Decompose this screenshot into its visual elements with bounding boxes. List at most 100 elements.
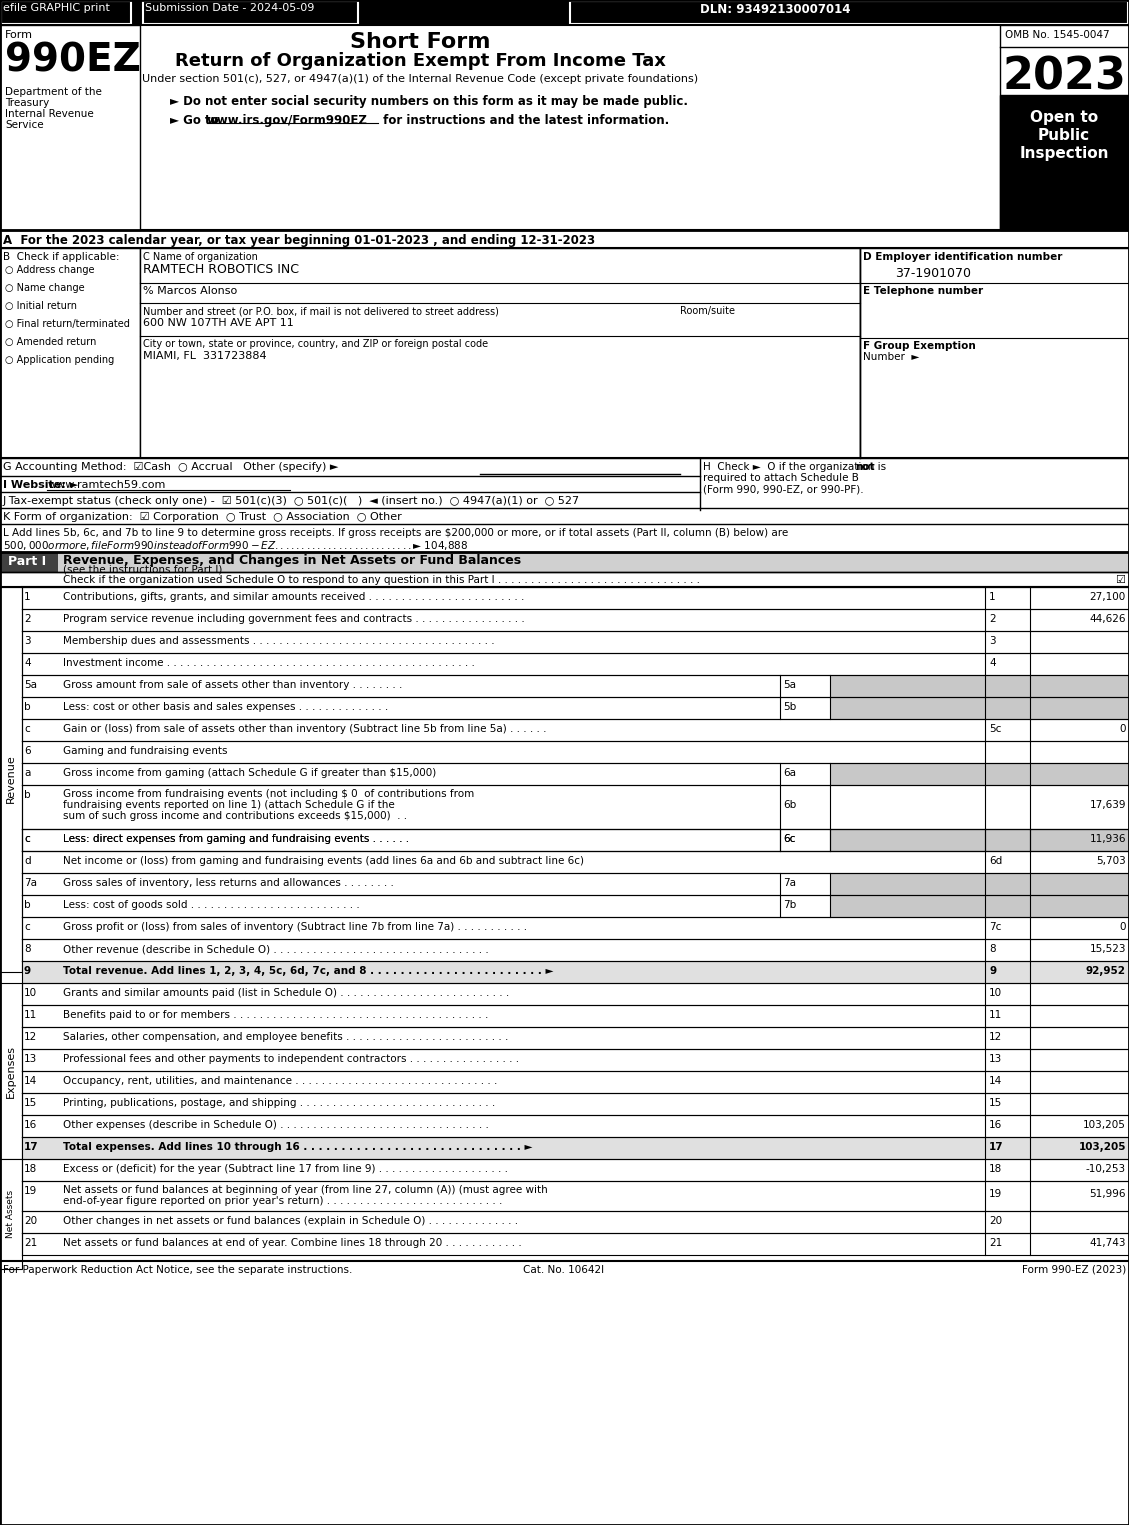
- Bar: [0, 587, 21, 971]
- Bar: [0, 1159, 21, 1269]
- Bar: [0, 984, 21, 1159]
- Text: ► Go to: ► Go to: [170, 114, 222, 127]
- Bar: [984, 762, 1129, 785]
- Text: 1: 1: [24, 592, 30, 602]
- Text: 7c: 7c: [989, 923, 1001, 932]
- Text: Room/suite: Room/suite: [680, 307, 735, 316]
- Text: Grants and similar amounts paid (list in Schedule O) . . . . . . . . . . . . . .: Grants and similar amounts paid (list in…: [63, 988, 509, 997]
- Text: (see the instructions for Part I): (see the instructions for Part I): [63, 564, 222, 575]
- Bar: [0, 24, 140, 230]
- Text: Service: Service: [5, 120, 44, 130]
- Text: Return of Organization Exempt From Income Tax: Return of Organization Exempt From Incom…: [175, 52, 665, 70]
- Text: 7b: 7b: [784, 900, 796, 910]
- Text: 17: 17: [989, 1142, 1004, 1151]
- Text: ○ Application pending: ○ Application pending: [5, 355, 114, 364]
- Text: b: b: [24, 702, 30, 712]
- Bar: [0, 249, 140, 458]
- Text: Gross income from gaming (attach Schedule G if greater than $15,000): Gross income from gaming (attach Schedul…: [63, 769, 436, 778]
- Text: Net assets or fund balances at end of year. Combine lines 18 through 20 . . . . : Net assets or fund balances at end of ye…: [63, 1238, 522, 1247]
- Bar: [21, 961, 1129, 984]
- Text: sum of such gross income and contributions exceeds $15,000)  . .: sum of such gross income and contributio…: [63, 811, 408, 820]
- Text: 13: 13: [989, 1054, 1003, 1064]
- Text: Less: direct expenses from gaming and fundraising events . . . . . .: Less: direct expenses from gaming and fu…: [63, 834, 409, 843]
- Text: Net Assets: Net Assets: [7, 1190, 16, 1238]
- Text: 19: 19: [989, 1190, 1003, 1199]
- Text: for instructions and the latest information.: for instructions and the latest informat…: [379, 114, 669, 127]
- Text: d: d: [24, 856, 30, 866]
- Text: 16: 16: [989, 1119, 1003, 1130]
- Text: Expenses: Expenses: [6, 1045, 16, 1098]
- Text: 0: 0: [1120, 923, 1126, 932]
- Text: Treasury: Treasury: [5, 98, 50, 108]
- Text: For Paperwork Reduction Act Notice, see the separate instructions.: For Paperwork Reduction Act Notice, see …: [3, 1266, 352, 1275]
- Text: OMB No. 1545-0047: OMB No. 1545-0047: [1005, 30, 1110, 40]
- Text: 12: 12: [24, 1032, 37, 1042]
- Text: 20: 20: [989, 1215, 1003, 1226]
- Text: a: a: [24, 769, 30, 778]
- Text: Less: cost or other basis and sales expenses . . . . . . . . . . . . . .: Less: cost or other basis and sales expe…: [63, 702, 388, 712]
- Text: Gain or (loss) from sale of assets other than inventory (Subtract line 5b from l: Gain or (loss) from sale of assets other…: [63, 724, 546, 734]
- Bar: [0, 0, 1129, 24]
- Text: c: c: [24, 834, 29, 843]
- Text: Gross amount from sale of assets other than inventory . . . . . . . .: Gross amount from sale of assets other t…: [63, 680, 402, 689]
- Text: Net assets or fund balances at beginning of year (from line 27, column (A)) (mus: Net assets or fund balances at beginning…: [63, 1185, 548, 1196]
- Text: City or town, state or province, country, and ZIP or foreign postal code: City or town, state or province, country…: [143, 339, 488, 349]
- Text: Occupancy, rent, utilities, and maintenance . . . . . . . . . . . . . . . . . . : Occupancy, rent, utilities, and maintena…: [63, 1077, 498, 1086]
- Bar: [830, 830, 1129, 851]
- Text: 12: 12: [989, 1032, 1003, 1042]
- Text: 21: 21: [24, 1238, 37, 1247]
- Text: 10: 10: [989, 988, 1003, 997]
- Text: 1: 1: [989, 592, 996, 602]
- Text: Gross sales of inventory, less returns and allowances . . . . . . . .: Gross sales of inventory, less returns a…: [63, 878, 394, 888]
- Text: www.ramtech59.com: www.ramtech59.com: [49, 480, 166, 490]
- Bar: [0, 552, 58, 572]
- Text: Gross profit or (loss) from sales of inventory (Subtract line 7b from line 7a) .: Gross profit or (loss) from sales of inv…: [63, 923, 527, 932]
- Text: 14: 14: [989, 1077, 1003, 1086]
- Text: 9: 9: [989, 965, 996, 976]
- Text: 18: 18: [24, 1164, 37, 1174]
- Text: Form: Form: [5, 30, 33, 40]
- Bar: [860, 249, 1129, 458]
- Text: 5b: 5b: [784, 702, 796, 712]
- Text: 4: 4: [989, 657, 996, 668]
- Text: 92,952: 92,952: [1086, 965, 1126, 976]
- Text: Number and street (or P.O. box, if mail is not delivered to street address): Number and street (or P.O. box, if mail …: [143, 307, 499, 316]
- Text: Salaries, other compensation, and employee benefits . . . . . . . . . . . . . . : Salaries, other compensation, and employ…: [63, 1032, 508, 1042]
- Text: Short Form: Short Form: [350, 32, 490, 52]
- Text: (Form 990, 990-EZ, or 990-PF).: (Form 990, 990-EZ, or 990-PF).: [703, 483, 864, 494]
- Text: www.irs.gov/Form990EZ: www.irs.gov/Form990EZ: [207, 114, 368, 127]
- Text: 990EZ: 990EZ: [5, 43, 141, 79]
- Text: 10: 10: [24, 988, 37, 997]
- Text: 0: 0: [1120, 724, 1126, 734]
- Text: K Form of organization:  ☑ Corporation  ○ Trust  ○ Association  ○ Other: K Form of organization: ☑ Corporation ○ …: [3, 512, 402, 522]
- Text: Benefits paid to or for members . . . . . . . . . . . . . . . . . . . . . . . . : Benefits paid to or for members . . . . …: [63, 1010, 489, 1020]
- Text: 5a: 5a: [784, 680, 796, 689]
- Text: 15: 15: [989, 1098, 1003, 1109]
- Text: L Add lines 5b, 6c, and 7b to line 9 to determine gross receipts. If gross recei: L Add lines 5b, 6c, and 7b to line 9 to …: [3, 528, 788, 538]
- Text: Printing, publications, postage, and shipping . . . . . . . . . . . . . . . . . : Printing, publications, postage, and shi…: [63, 1098, 496, 1109]
- Text: 6c: 6c: [784, 834, 795, 843]
- Text: 9: 9: [24, 965, 32, 976]
- Text: 8: 8: [24, 944, 30, 955]
- Text: 6: 6: [24, 746, 30, 756]
- Text: 103,205: 103,205: [1078, 1142, 1126, 1151]
- Text: 6a: 6a: [784, 769, 796, 778]
- Text: Gaming and fundraising events: Gaming and fundraising events: [63, 746, 228, 756]
- Text: 44,626: 44,626: [1089, 615, 1126, 624]
- Text: 41,743: 41,743: [1089, 1238, 1126, 1247]
- Bar: [830, 872, 1129, 895]
- Text: 19: 19: [24, 1186, 37, 1196]
- Bar: [984, 895, 1129, 917]
- Text: 103,205: 103,205: [1083, 1119, 1126, 1130]
- Bar: [1000, 24, 1129, 230]
- Text: ○ Initial return: ○ Initial return: [5, 300, 77, 311]
- Text: Form 990-EZ (2023): Form 990-EZ (2023): [1022, 1266, 1126, 1275]
- Text: Gross income from fundraising events (not including $ 0  of contributions from: Gross income from fundraising events (no…: [63, 788, 474, 799]
- Text: Cat. No. 10642I: Cat. No. 10642I: [524, 1266, 604, 1275]
- Text: 37-1901070: 37-1901070: [895, 267, 971, 281]
- Text: A  For the 2023 calendar year, or tax year beginning 01-01-2023 , and ending 12-: A For the 2023 calendar year, or tax yea…: [3, 233, 595, 247]
- Text: ○ Name change: ○ Name change: [5, 284, 85, 293]
- Bar: [0, 24, 1129, 230]
- Text: 3: 3: [989, 636, 996, 647]
- Text: Excess or (deficit) for the year (Subtract line 17 from line 9) . . . . . . . . : Excess or (deficit) for the year (Subtra…: [63, 1164, 508, 1174]
